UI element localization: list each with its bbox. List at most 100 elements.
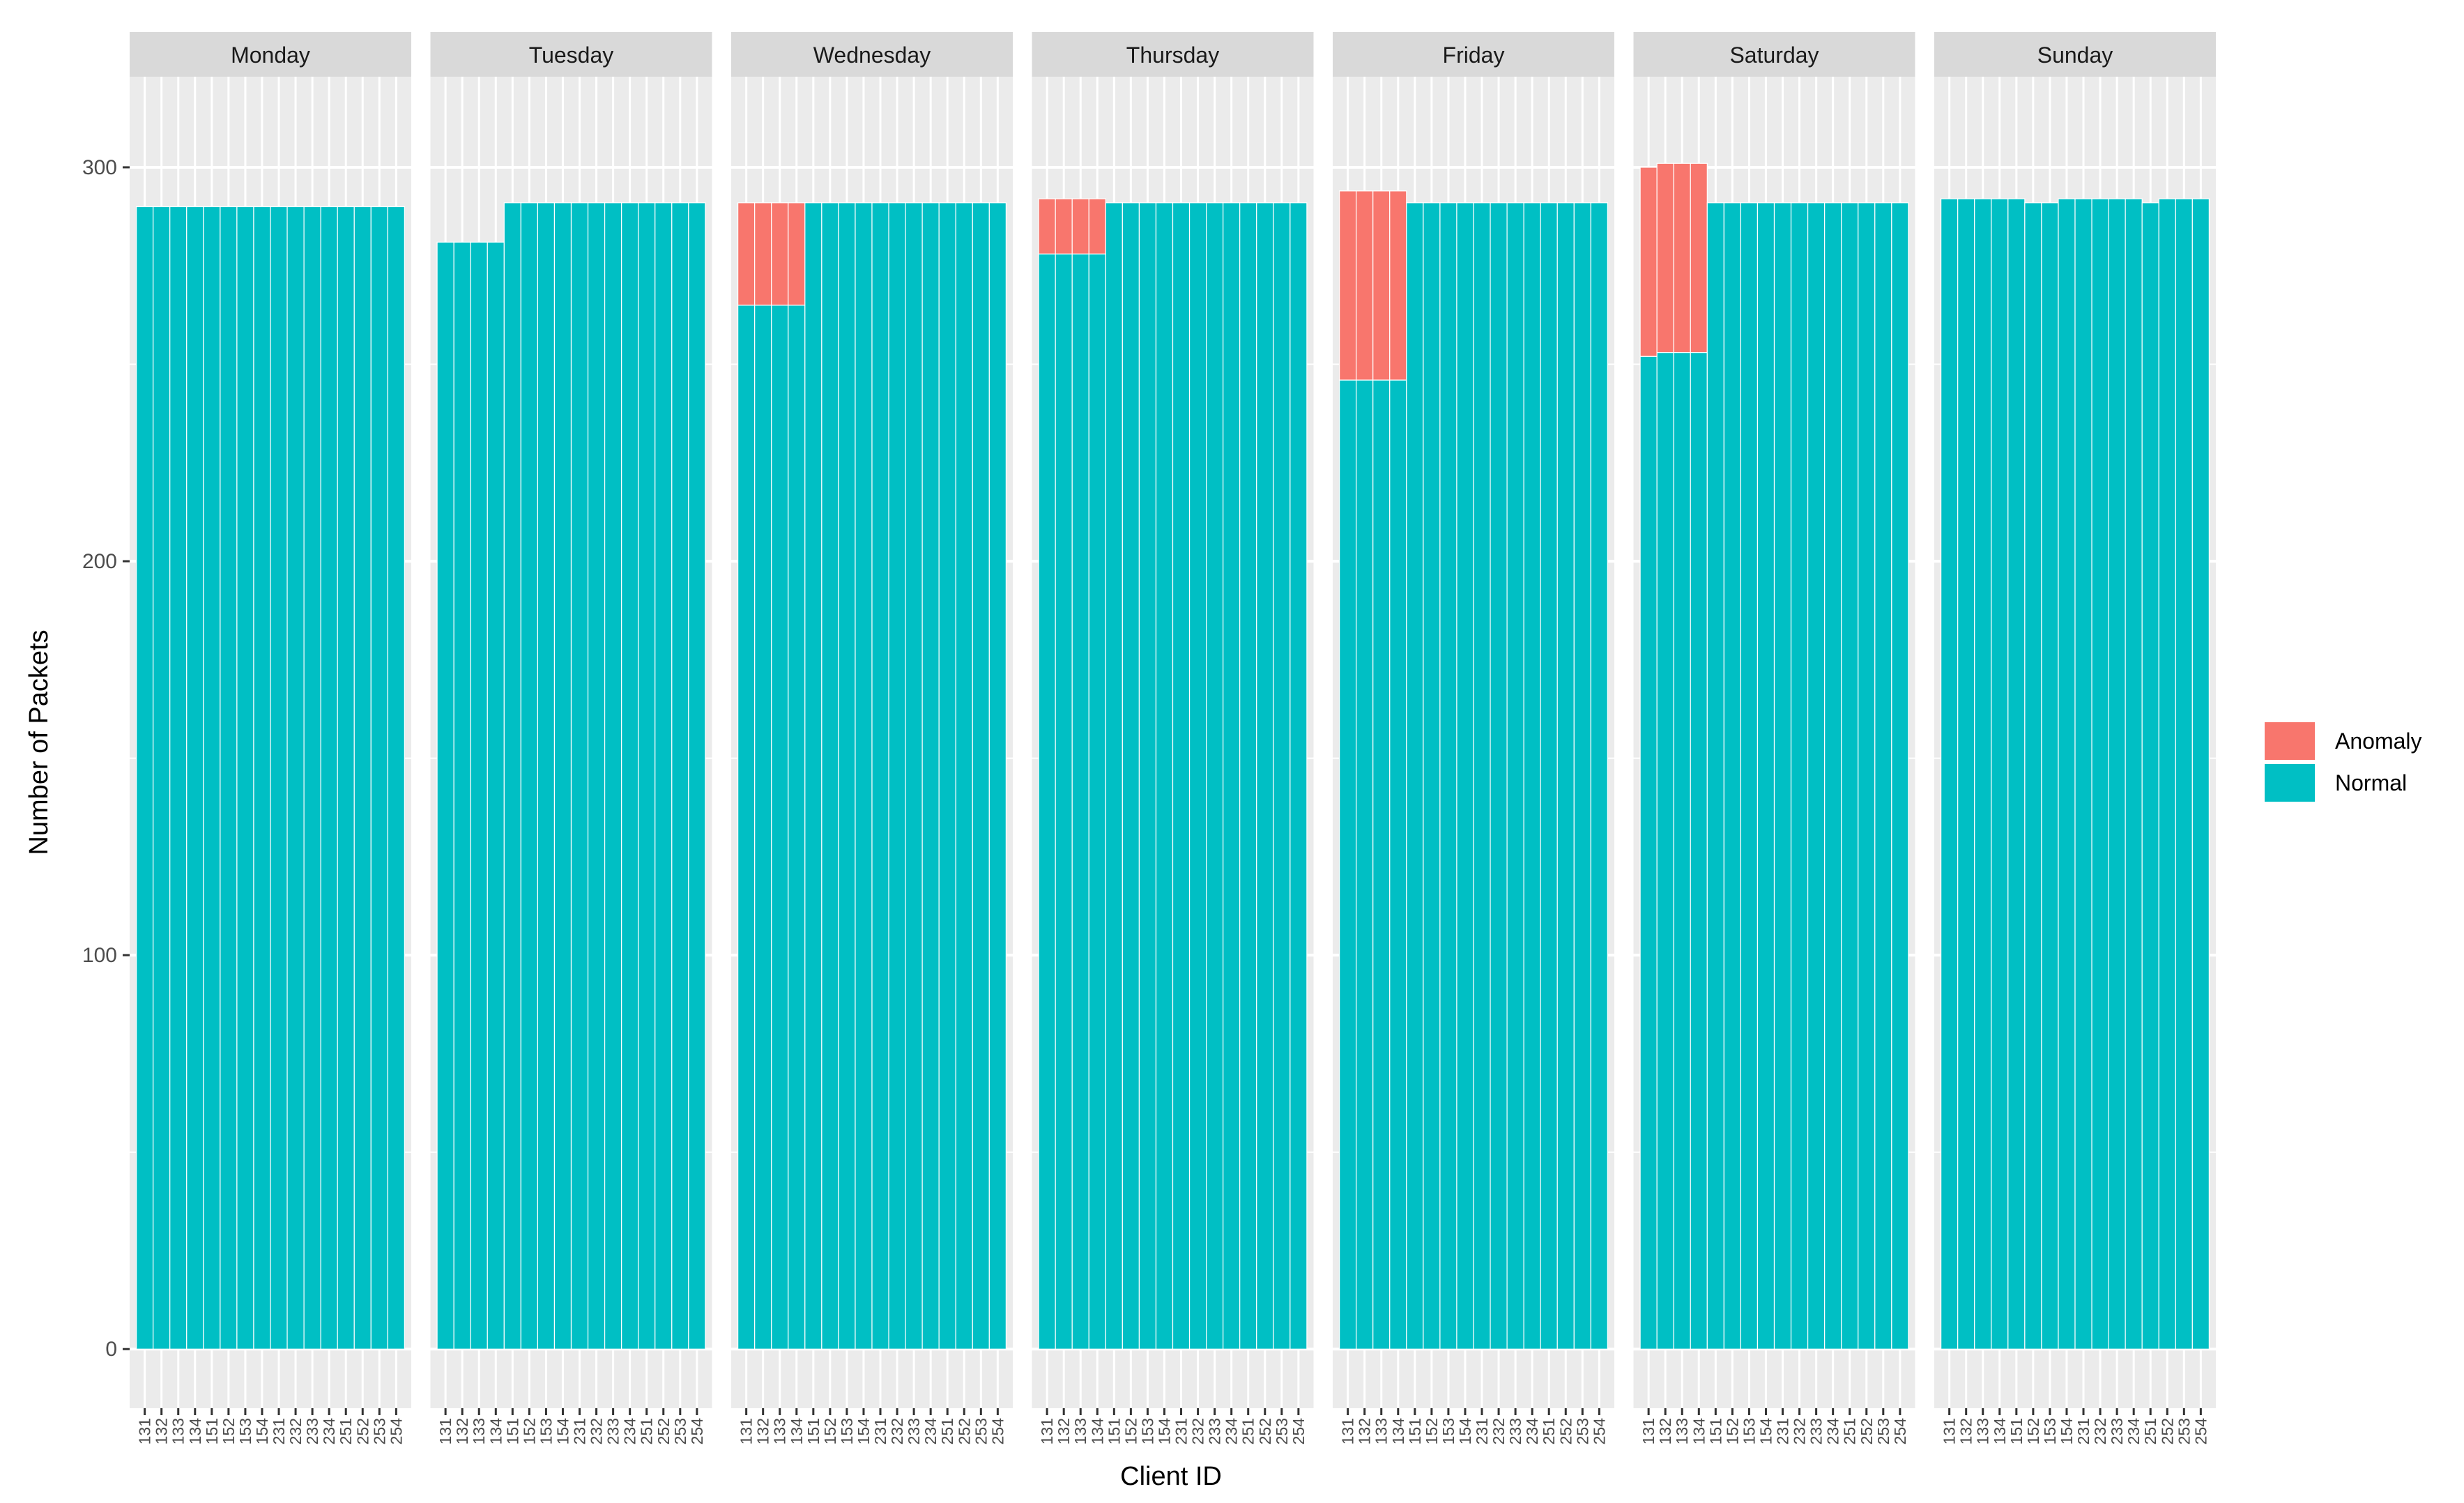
x-tick-label: 154 xyxy=(253,1418,271,1445)
x-tick-label: 253 xyxy=(1273,1418,1291,1444)
x-tick-label: 133 xyxy=(470,1418,488,1444)
x-tick-label: 152 xyxy=(1723,1418,1741,1444)
bar-normal xyxy=(2058,198,2076,1350)
facet-friday: Friday1311321331341511521531542312322332… xyxy=(1333,32,1614,1444)
y-tick-label: 100 xyxy=(82,944,117,967)
x-tick-label: 151 xyxy=(203,1418,221,1444)
bar-normal xyxy=(186,206,204,1350)
x-tick-label: 152 xyxy=(2024,1418,2042,1444)
bar-normal xyxy=(1071,253,1089,1350)
x-tick-label: 251 xyxy=(1239,1418,1257,1444)
bar-anomaly xyxy=(1339,190,1357,381)
bar-normal xyxy=(320,206,338,1350)
x-tick-label: 234 xyxy=(320,1418,338,1445)
bar-normal xyxy=(972,202,990,1350)
bar-normal xyxy=(1188,202,1207,1350)
facet-strip xyxy=(130,32,411,77)
x-tick-label: 254 xyxy=(1290,1418,1308,1445)
x-tick-label: 252 xyxy=(1858,1418,1876,1444)
x-tick-label: 233 xyxy=(1506,1418,1524,1444)
bar-normal xyxy=(955,202,973,1350)
x-tick-label: 233 xyxy=(1807,1418,1826,1444)
facet-monday: Monday1311321331341511521531542312322332… xyxy=(130,32,411,1444)
bar-normal xyxy=(470,241,488,1350)
legend: Anomaly Normal xyxy=(2265,722,2422,802)
bar-normal xyxy=(838,202,856,1350)
facet-thursday: Thursday13113213313415115215315423123223… xyxy=(1032,32,1314,1444)
x-tick-label: 154 xyxy=(855,1418,873,1445)
x-tick-label: 234 xyxy=(621,1418,639,1445)
x-tick-label: 131 xyxy=(436,1418,454,1444)
legend-label-normal: Normal xyxy=(2335,770,2407,795)
bar-anomaly xyxy=(737,202,756,306)
bar-normal xyxy=(754,305,772,1350)
bar-normal xyxy=(337,206,355,1350)
bar-normal xyxy=(387,206,405,1350)
x-tick-label: 151 xyxy=(1105,1418,1123,1444)
x-tick-label: 251 xyxy=(337,1418,355,1444)
x-tick-label: 254 xyxy=(387,1418,405,1445)
x-tick-label: 231 xyxy=(871,1418,889,1444)
x-tick-label: 131 xyxy=(136,1418,154,1444)
bar-normal xyxy=(1974,198,1992,1350)
bar-normal xyxy=(1858,202,1876,1350)
facet-strip-label: Thursday xyxy=(1126,43,1219,68)
x-tick-label: 133 xyxy=(1974,1418,1992,1444)
x-tick-label: 233 xyxy=(303,1418,321,1444)
x-tick-label: 234 xyxy=(1523,1418,1541,1445)
x-tick-label: 252 xyxy=(1556,1418,1575,1444)
x-tick-label: 152 xyxy=(1423,1418,1441,1444)
bar-normal xyxy=(286,206,305,1350)
x-tick-label: 232 xyxy=(1791,1418,1809,1444)
bar-normal xyxy=(1991,198,2009,1350)
bar-normal xyxy=(2007,198,2026,1350)
x-tick-label: 133 xyxy=(1372,1418,1391,1444)
bar-normal xyxy=(1389,379,1407,1350)
x-tick-label: 232 xyxy=(588,1418,606,1444)
bar-normal xyxy=(1673,351,1691,1350)
bar-normal xyxy=(688,202,706,1350)
x-tick-label: 251 xyxy=(2141,1418,2159,1444)
bar-normal xyxy=(938,202,956,1350)
bar-normal xyxy=(520,202,539,1350)
bar-normal xyxy=(1205,202,1224,1350)
bar-normal xyxy=(1290,202,1308,1350)
bar-anomaly xyxy=(771,202,789,306)
bar-normal xyxy=(1456,202,1474,1350)
x-tick-label: 254 xyxy=(2191,1418,2210,1445)
x-tick-label: 132 xyxy=(453,1418,471,1444)
x-tick-label: 232 xyxy=(888,1418,906,1444)
bar-anomaly xyxy=(1372,190,1391,381)
x-tick-label: 132 xyxy=(1957,1418,1975,1444)
bar-normal xyxy=(220,206,238,1350)
x-tick-label: 134 xyxy=(1690,1418,1708,1445)
bar-normal xyxy=(1690,351,1708,1350)
bar-normal xyxy=(1523,202,1541,1350)
bar-normal xyxy=(2191,198,2210,1350)
x-tick-label: 151 xyxy=(1406,1418,1424,1444)
bar-normal xyxy=(453,241,471,1350)
x-tick-label: 231 xyxy=(270,1418,288,1444)
bar-anomaly xyxy=(1389,190,1407,381)
bar-normal xyxy=(1406,202,1424,1350)
x-tick-label: 253 xyxy=(972,1418,990,1444)
x-tick-label: 234 xyxy=(921,1418,940,1445)
bar-normal xyxy=(1372,379,1391,1350)
bar-normal xyxy=(621,202,639,1350)
facet-strip xyxy=(430,32,712,77)
x-tick-label: 151 xyxy=(1706,1418,1724,1444)
bar-normal xyxy=(1273,202,1291,1350)
facet-sunday: Sunday1311321331341511521531542312322332… xyxy=(1934,32,2216,1444)
bar-normal xyxy=(353,206,372,1350)
x-tick-label: 134 xyxy=(1991,1418,2009,1445)
facet-strip xyxy=(1633,32,1915,77)
bar-anomaly xyxy=(1088,198,1106,254)
legend-label-anomaly: Anomaly xyxy=(2335,728,2422,754)
bar-normal xyxy=(1573,202,1591,1350)
bar-normal xyxy=(136,206,154,1350)
bar-normal xyxy=(1590,202,1608,1350)
bar-normal xyxy=(737,305,756,1350)
bar-normal xyxy=(821,202,839,1350)
x-tick-label: 131 xyxy=(1038,1418,1056,1444)
bar-normal xyxy=(1740,202,1759,1350)
